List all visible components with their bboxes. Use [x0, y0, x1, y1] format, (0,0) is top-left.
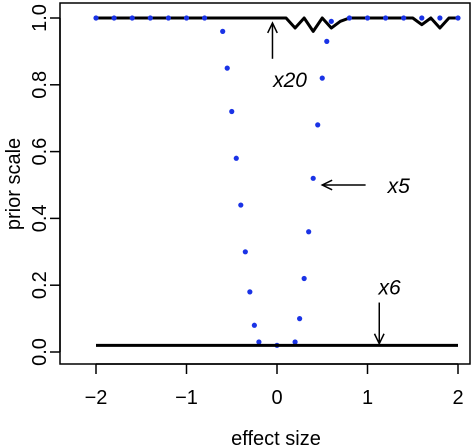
annotation-arrowhead [373, 333, 385, 346]
series-1-point [437, 15, 443, 21]
annotation-label: x5 [387, 175, 411, 198]
series-1-point [328, 18, 334, 24]
annotation-layer: x20 x5 x6 [267, 21, 411, 346]
series-0-line [96, 16, 458, 33]
annotation-arrowhead [320, 179, 333, 191]
series-1-point [346, 15, 352, 21]
series-1-point [129, 15, 135, 21]
series-1-point [383, 15, 389, 21]
series-1-point [364, 15, 371, 21]
x-tick-label: −2 [85, 387, 108, 409]
series-1-point [455, 15, 461, 21]
series-1-point [165, 15, 171, 21]
y-tick-label: 0.6 [29, 138, 51, 166]
x-axis: −2 −1 0 1 2 [85, 363, 464, 409]
annotation-label: x6 [378, 277, 402, 300]
x-tick-label: −1 [175, 387, 198, 409]
series-1-point [224, 65, 230, 71]
series-1-point [242, 249, 248, 255]
series-1-point [93, 15, 99, 21]
x-tick-label: 1 [362, 387, 373, 409]
x-tick-label: 0 [271, 387, 282, 409]
y-tick-label: 1.0 [29, 4, 51, 32]
y-tick-label: 0.2 [29, 271, 51, 299]
series-1-point [183, 15, 190, 21]
series-1-point [310, 175, 316, 181]
series-1-point [315, 122, 321, 128]
series-1-point [401, 15, 407, 21]
series-1-point [301, 275, 307, 282]
series-1-point [229, 108, 235, 115]
series-1-point [297, 316, 303, 322]
series-1-point [324, 38, 330, 44]
series-1-point [419, 15, 425, 21]
series-1-point [147, 15, 153, 21]
series-1-point [247, 289, 253, 295]
x-axis-label: effect size [231, 428, 321, 447]
series-1-point [319, 75, 325, 81]
y-tick-label: 0.0 [29, 338, 51, 366]
y-tick-label: 0.8 [29, 71, 51, 99]
series-1-point [306, 229, 312, 235]
series-layer [93, 15, 461, 348]
series-1-point [233, 155, 239, 161]
series-1-point [251, 322, 257, 328]
x-tick-label: 2 [452, 387, 463, 409]
series-1-point [202, 15, 208, 21]
y-axis: 0.0 0.2 0.4 0.6 0.8 1.0 [29, 4, 61, 366]
series-1-point [111, 15, 117, 21]
annotation-arrowhead [267, 21, 278, 34]
series-1-point [292, 339, 298, 345]
y-tick-label: 0.4 [29, 204, 51, 232]
series-1-point [256, 339, 262, 345]
y-axis-label: prior scale [3, 138, 25, 230]
annotation-label: x20 [272, 69, 307, 92]
series-1-point [238, 202, 244, 208]
series-1-point [220, 28, 226, 34]
